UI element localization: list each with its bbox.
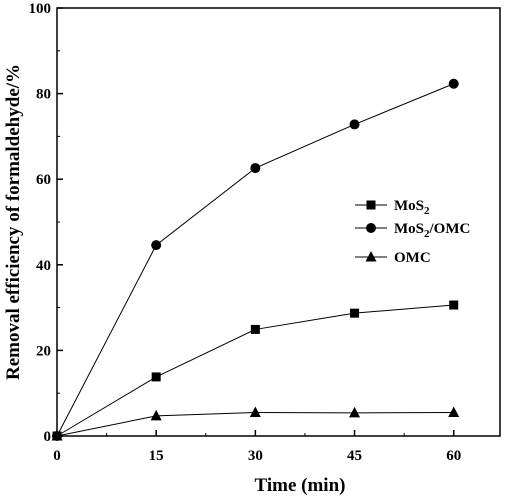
data-point (448, 406, 460, 417)
y-tick-label: 20 (36, 343, 51, 359)
legend-marker (366, 200, 376, 210)
data-point (250, 163, 261, 174)
data-point (349, 406, 361, 418)
x-tick-label: 30 (248, 448, 263, 464)
y-tick-label: 0 (44, 429, 52, 445)
data-point (350, 308, 360, 318)
data-point (151, 372, 161, 382)
x-tick-label: 15 (149, 448, 164, 464)
series-layer (51, 78, 460, 441)
legend-item: MoS2/OMC (355, 221, 470, 240)
data-point (449, 300, 459, 310)
data-point (250, 324, 260, 334)
y-tick-label: 80 (36, 87, 51, 103)
x-tick-label: 60 (446, 448, 461, 464)
data-point (51, 430, 63, 441)
legend-marker (366, 223, 376, 233)
series-triangle (51, 406, 460, 441)
ticks: 0 15 30 45 60 0 20 40 60 80 100 (29, 1, 462, 464)
x-axis-label: Time (min) (255, 475, 346, 496)
data-point (151, 240, 162, 251)
legend-item: OMC (355, 250, 431, 266)
legend-marker (365, 251, 377, 262)
y-tick-label: 100 (29, 1, 52, 17)
legend-label: MoS2/OMC (394, 221, 470, 240)
legend-item: MoS2 (355, 198, 430, 217)
legend-label: MoS2 (394, 198, 430, 217)
series-square (52, 300, 459, 441)
x-tick-label: 45 (347, 448, 362, 464)
data-point (448, 78, 459, 89)
data-point (150, 409, 162, 421)
x-tick-label: 0 (53, 448, 61, 464)
y-axis-label: Removal efficiency of formaldehyde/% (3, 64, 24, 380)
data-point (349, 119, 360, 130)
legend: MoS2 MoS2/OMC OMC (355, 198, 470, 266)
data-point (249, 406, 261, 417)
y-tick-label: 40 (36, 258, 51, 274)
legend-label: OMC (394, 250, 431, 266)
y-tick-label: 60 (36, 172, 51, 188)
